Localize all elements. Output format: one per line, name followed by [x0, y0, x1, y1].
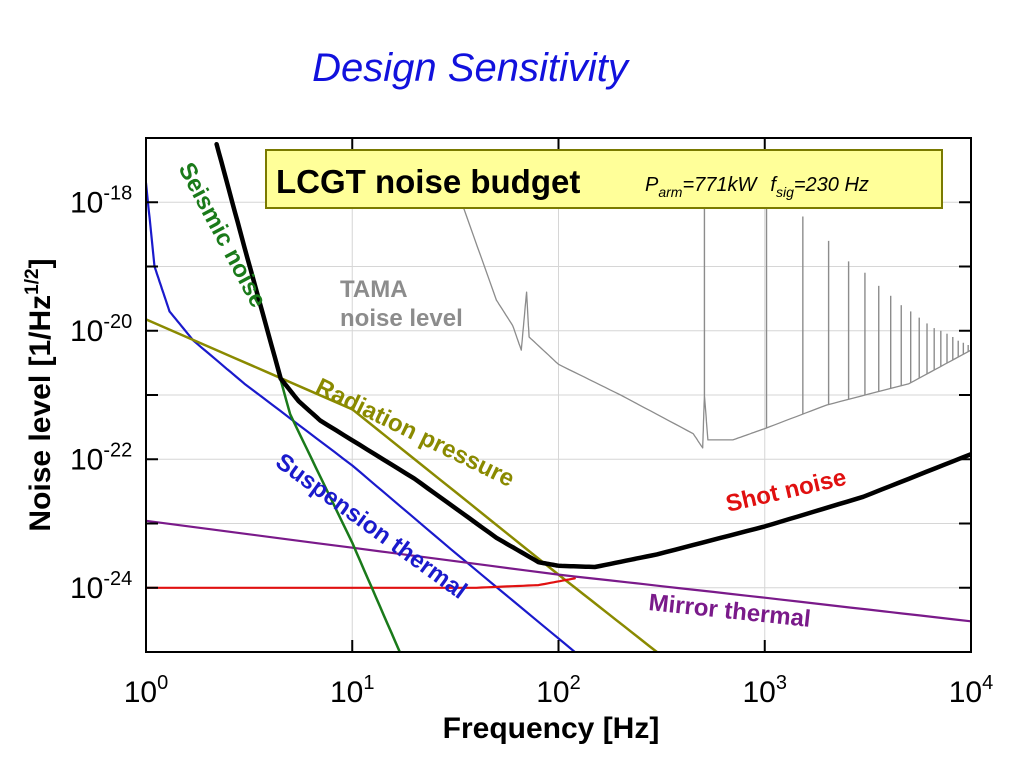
y-axis-label-exp: 1/2	[22, 268, 43, 294]
x-tick-label: 102	[536, 672, 581, 709]
series-total	[214, 141, 971, 570]
chart-title: LCGT noise budget	[276, 163, 580, 200]
x-tick-label: 101	[330, 672, 375, 709]
subtitle-f-value: =230 Hz	[794, 174, 869, 196]
series-tama-noise-level	[450, 170, 971, 449]
page-title: Design Sensitivity	[312, 46, 628, 90]
y-axis-label-main: Noise level [1/Hz	[24, 295, 57, 532]
series-radiation-pressure	[146, 318, 659, 652]
y-tick-label: 10-22	[70, 439, 132, 476]
tick-labels: 100 101 102 103 104 10-18 10-20 10-22 10-24	[70, 182, 993, 709]
subtitle-f-sub: sig	[776, 184, 794, 200]
annotation-tama-line2: noise level	[340, 305, 463, 332]
subtitle-p-sub: arm	[658, 184, 682, 200]
series-shot-noise	[146, 577, 576, 589]
y-axis-label-close: ]	[24, 258, 57, 268]
y-tick-label: 10-24	[70, 568, 132, 605]
subtitle-p: P	[645, 174, 659, 196]
ticks	[145, 137, 972, 653]
y-axis-label: Noise level [1/Hz1/2]	[22, 258, 57, 531]
subtitle-p-value: =771kW	[682, 174, 758, 196]
x-tick-label: 104	[949, 672, 994, 709]
x-tick-label: 100	[124, 672, 169, 709]
series-mirror-thermal	[146, 519, 971, 623]
subtitle-f: f	[770, 174, 778, 196]
annotation-tama-line1: TAMA	[340, 276, 408, 303]
series-suspension-thermal	[146, 181, 576, 652]
curves	[146, 141, 971, 652]
x-axis-label: Frequency [Hz]	[443, 712, 660, 745]
chart-subtitle: Parm=771kW fsig=230 Hz	[645, 174, 869, 200]
x-tick-label: 103	[743, 672, 788, 709]
y-tick-label: 10-18	[70, 182, 132, 219]
chart-title-box	[265, 149, 943, 209]
grid	[146, 138, 971, 652]
y-tick-label: 10-20	[70, 311, 132, 348]
